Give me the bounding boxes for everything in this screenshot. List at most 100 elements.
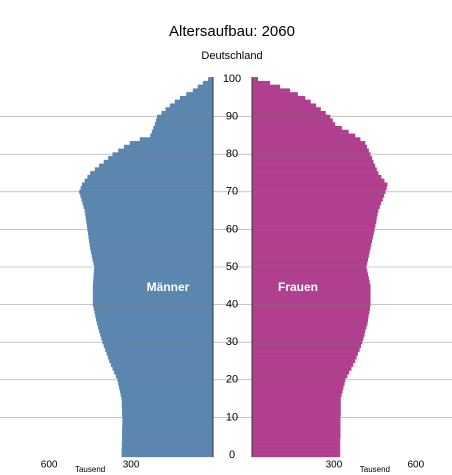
bar <box>252 321 368 326</box>
bar <box>84 208 214 213</box>
bar <box>92 295 213 300</box>
bar <box>186 92 213 97</box>
bar <box>80 186 213 191</box>
bar <box>252 156 373 161</box>
bar <box>121 396 213 401</box>
bar <box>252 171 379 176</box>
bar <box>252 430 341 435</box>
bar <box>252 385 344 390</box>
y-tick-label: 90 <box>226 111 238 123</box>
x-axis-label: Tausend <box>360 465 390 474</box>
bar <box>93 306 213 311</box>
bar <box>252 122 336 127</box>
bar <box>95 314 213 319</box>
bar <box>252 295 371 300</box>
bar <box>252 99 311 104</box>
bar <box>150 133 213 138</box>
bar <box>121 449 213 454</box>
bar <box>93 268 213 273</box>
bar <box>89 238 213 243</box>
bar <box>252 381 345 386</box>
bar <box>121 441 213 446</box>
bar <box>98 325 213 330</box>
bar <box>169 103 213 108</box>
bar <box>252 336 364 341</box>
bar <box>99 163 213 168</box>
bar <box>93 276 213 281</box>
bar <box>88 235 213 240</box>
bar <box>252 174 382 179</box>
bar <box>252 84 281 89</box>
bar <box>192 88 213 93</box>
bar <box>252 186 387 191</box>
bar <box>252 362 354 367</box>
bar <box>252 306 370 311</box>
x-tick-label: 600 <box>41 460 58 471</box>
bar <box>252 268 368 273</box>
bar <box>107 355 213 360</box>
bar <box>94 310 213 315</box>
bar <box>108 156 213 161</box>
x-tick-label: 300 <box>123 460 140 471</box>
bar <box>92 291 213 296</box>
bar <box>153 126 213 131</box>
bar <box>101 336 213 341</box>
bar <box>93 261 213 266</box>
bar <box>252 347 360 352</box>
bar <box>89 242 213 247</box>
bar <box>155 118 213 123</box>
bar <box>252 389 343 394</box>
bar <box>161 110 213 116</box>
bar <box>85 216 213 221</box>
y-tick-label: 70 <box>226 186 238 198</box>
bar <box>252 344 361 349</box>
bar <box>252 163 376 168</box>
bar <box>252 434 341 439</box>
bar <box>122 434 213 439</box>
bar <box>202 80 213 85</box>
bar <box>252 438 341 443</box>
bar <box>252 216 377 221</box>
bar <box>99 329 213 334</box>
bar <box>252 167 377 172</box>
bar <box>90 171 213 176</box>
bar <box>129 141 213 146</box>
bar <box>81 182 213 187</box>
bar <box>90 246 213 251</box>
bar <box>252 355 357 360</box>
bar <box>154 122 213 127</box>
chart-subtitle: Deutschland <box>201 50 262 62</box>
bar <box>252 148 369 153</box>
bar <box>114 370 213 375</box>
bar <box>252 250 370 255</box>
bar <box>122 430 213 435</box>
bar <box>103 159 213 164</box>
bar <box>252 374 348 379</box>
bar <box>252 238 373 243</box>
bar <box>252 257 369 262</box>
series-label: Männer <box>147 280 190 294</box>
bar <box>151 129 213 134</box>
bar <box>252 287 371 292</box>
bar <box>122 438 213 443</box>
bar <box>252 445 341 450</box>
bar <box>123 144 213 149</box>
y-tick-label: 40 <box>226 299 238 311</box>
bar <box>252 197 383 202</box>
bar <box>252 137 361 142</box>
bar <box>252 411 341 416</box>
bar <box>122 423 213 428</box>
bar <box>91 253 213 258</box>
bar <box>87 174 213 179</box>
y-tick-label: 0 <box>229 449 235 461</box>
bar <box>165 107 213 112</box>
bar <box>92 283 213 288</box>
bar <box>96 317 213 322</box>
bar <box>252 400 341 405</box>
bar <box>100 332 213 337</box>
bar <box>252 212 378 217</box>
bar <box>252 325 367 330</box>
bar <box>252 280 370 285</box>
bar <box>252 261 368 266</box>
bar <box>252 201 382 206</box>
